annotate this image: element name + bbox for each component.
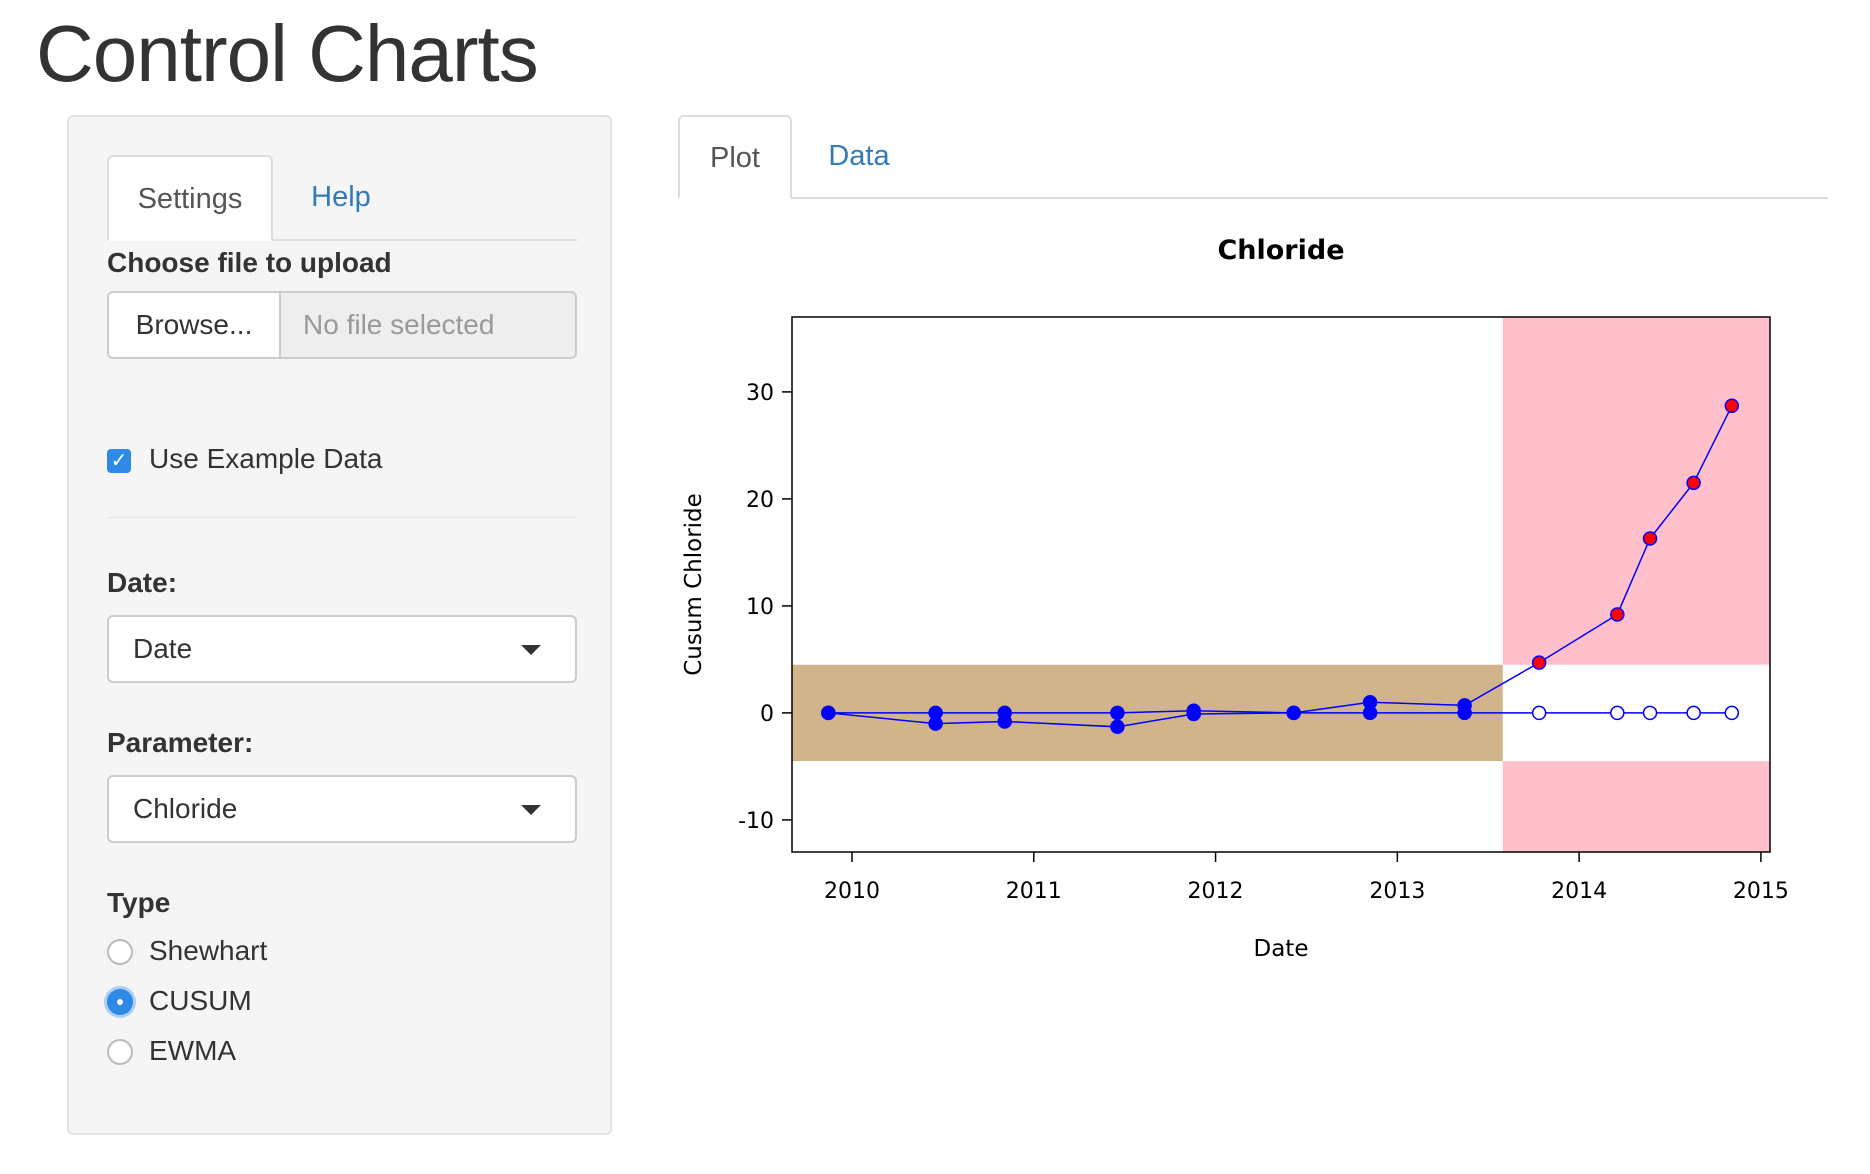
data-point-open bbox=[1642, 705, 1658, 721]
alarm-point bbox=[1531, 655, 1547, 670]
x-tick-label: 2015 bbox=[1733, 879, 1789, 904]
file-upload-input[interactable]: Browse... No file selected bbox=[107, 291, 577, 359]
tab-help[interactable]: Help bbox=[311, 181, 371, 213]
cusum-label: CUSUM bbox=[149, 985, 252, 1016]
y-tick-label: 20 bbox=[746, 488, 774, 513]
example-data-checkbox[interactable]: ✓ bbox=[107, 449, 131, 473]
sidebar-panel: Settings Help Choose file to upload Brow… bbox=[67, 115, 612, 1135]
x-tick-label: 2014 bbox=[1551, 879, 1607, 904]
x-tick-label: 2013 bbox=[1369, 879, 1425, 904]
tab-data[interactable]: Data bbox=[828, 140, 890, 172]
date-label: Date: bbox=[107, 567, 178, 598]
chevron-down-icon bbox=[521, 645, 541, 655]
alarm-point bbox=[1642, 531, 1658, 546]
example-data-label: Use Example Data bbox=[149, 443, 383, 474]
data-point-open bbox=[1610, 705, 1625, 721]
page-title: Control Charts bbox=[36, 9, 539, 98]
tab-settings[interactable]: Settings bbox=[107, 155, 273, 241]
x-tick-label: 2012 bbox=[1188, 879, 1244, 904]
ewma-label: EWMA bbox=[149, 1035, 237, 1066]
parameter-select[interactable]: Chloride bbox=[107, 775, 577, 843]
alarm-point bbox=[1686, 475, 1701, 491]
y-tick-label: 30 bbox=[746, 381, 774, 406]
parameter-label: Parameter: bbox=[107, 727, 254, 758]
date-select[interactable]: Date bbox=[107, 615, 577, 683]
data-point bbox=[1110, 719, 1125, 735]
data-point bbox=[821, 705, 836, 721]
y-tick-label: -10 bbox=[738, 809, 774, 834]
data-point bbox=[997, 714, 1012, 729]
upload-label: Choose file to upload bbox=[107, 247, 392, 278]
data-point bbox=[1110, 705, 1125, 721]
data-point-open bbox=[1531, 705, 1547, 721]
cusum-radio[interactable] bbox=[107, 989, 133, 1015]
file-status-text: No file selected bbox=[303, 309, 495, 340]
data-point-open bbox=[1686, 705, 1701, 721]
chevron-down-icon bbox=[521, 805, 541, 815]
data-point-open bbox=[1724, 705, 1740, 721]
alarm-band-upper bbox=[1502, 317, 1770, 665]
y-tick-label: 10 bbox=[746, 595, 774, 620]
tab-plot[interactable]: Plot bbox=[678, 115, 792, 199]
x-tick-label: 2011 bbox=[1006, 879, 1062, 904]
ewma-radio[interactable] bbox=[107, 1039, 133, 1065]
chart-title: Chloride bbox=[1217, 235, 1344, 266]
alarm-band-lower bbox=[1502, 761, 1770, 852]
plot-frame bbox=[791, 316, 1771, 853]
main-tabs: Plot Data bbox=[678, 115, 1828, 199]
browse-button[interactable]: Browse... bbox=[109, 293, 281, 357]
parameter-select-value: Chloride bbox=[133, 793, 238, 824]
y-tick-label: 0 bbox=[760, 702, 774, 727]
data-point bbox=[1186, 706, 1201, 722]
y-axis-label: Cusum Chloride bbox=[681, 493, 707, 676]
date-select-value: Date bbox=[133, 633, 193, 664]
x-tick-label: 2010 bbox=[824, 879, 880, 904]
divider bbox=[107, 517, 577, 518]
data-point bbox=[1362, 705, 1378, 721]
shewhart-radio[interactable] bbox=[107, 939, 133, 965]
shewhart-label: Shewhart bbox=[149, 935, 268, 966]
x-axis-label: Date bbox=[1254, 936, 1309, 962]
data-point bbox=[1457, 705, 1472, 721]
data-point bbox=[928, 716, 943, 731]
type-label: Type bbox=[107, 887, 171, 918]
alarm-point bbox=[1610, 607, 1625, 622]
cusum-chart: Chloride -10 0 10 20 30 2010 2011 2012 2013 2014 20… bbox=[681, 235, 1789, 962]
data-point bbox=[1286, 705, 1301, 721]
sidebar-tabs: Settings Help bbox=[107, 155, 577, 241]
alarm-point bbox=[1724, 398, 1740, 414]
